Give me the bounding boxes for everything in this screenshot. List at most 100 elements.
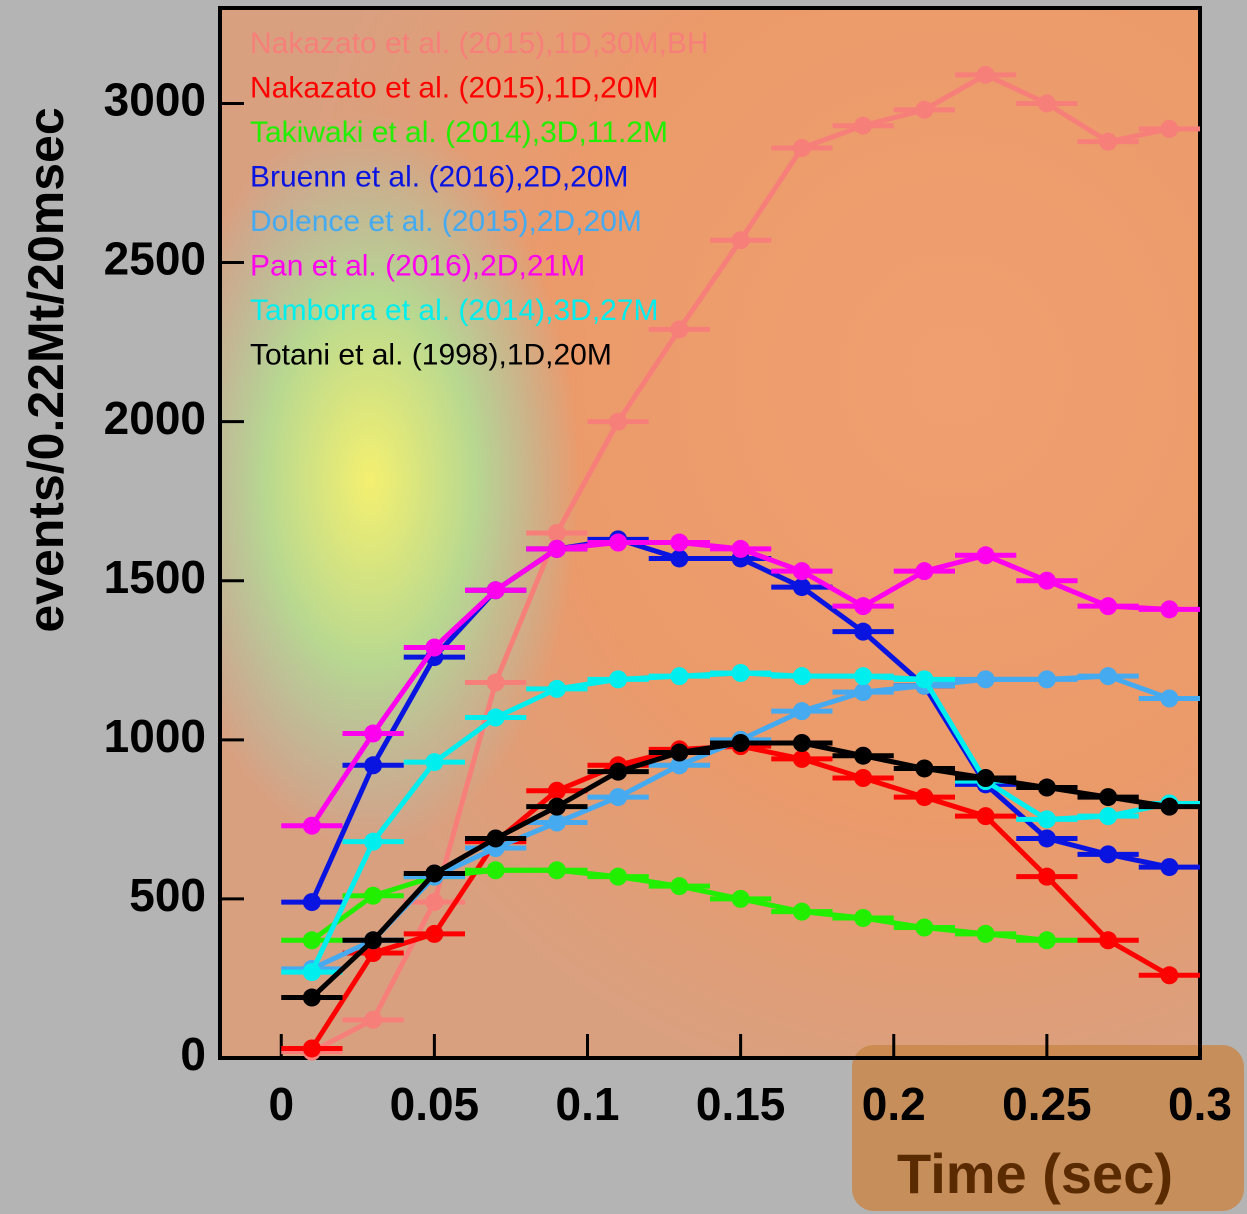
data-point — [854, 622, 873, 641]
data-point — [854, 769, 873, 787]
x-tick-label: 0.1 — [556, 1078, 620, 1130]
y-tick-label: 1500 — [104, 551, 206, 603]
data-point — [854, 597, 873, 616]
data-point — [1037, 810, 1056, 829]
data-point — [1099, 667, 1118, 686]
x-tick-label: 0.15 — [696, 1078, 786, 1130]
data-point — [792, 749, 811, 768]
data-point — [792, 902, 811, 921]
data-point — [1099, 807, 1118, 826]
data-point — [1037, 670, 1056, 689]
data-point — [547, 861, 566, 880]
data-point — [1099, 788, 1118, 807]
label-box — [852, 1045, 1244, 1211]
data-point — [1037, 94, 1056, 113]
data-point — [731, 734, 750, 752]
x-tick-label: 0.2 — [862, 1078, 926, 1130]
x-tick-label: 0.05 — [390, 1078, 480, 1130]
data-point — [976, 924, 995, 943]
y-tick-label: 2000 — [104, 392, 206, 444]
y-tick-label: 500 — [129, 869, 206, 921]
legend-entry: Nakazato et al. (2015),1D,30M,BH — [250, 27, 709, 60]
data-point — [547, 524, 566, 542]
y-axis-label: events/0.22Mt/20msec — [18, 107, 74, 632]
data-point — [425, 638, 444, 657]
data-point — [302, 988, 321, 1007]
data-point — [609, 867, 628, 886]
y-tick-label: 0 — [180, 1028, 206, 1080]
data-point — [364, 944, 383, 962]
data-point — [1037, 829, 1056, 848]
data-point — [976, 807, 995, 826]
data-point — [547, 539, 566, 558]
data-point — [425, 924, 444, 943]
data-point — [915, 100, 934, 119]
data-point — [364, 886, 383, 905]
data-point — [364, 756, 383, 775]
data-point — [854, 683, 873, 702]
data-point — [1160, 797, 1179, 816]
legend-entry: Dolence et al. (2015),2D,20M — [250, 205, 642, 238]
data-point — [486, 708, 505, 727]
data-point — [792, 139, 811, 157]
data-point — [486, 673, 505, 692]
data-point — [1099, 597, 1118, 616]
data-point — [425, 753, 444, 772]
legend-entry: Takiwaki et al. (2014),3D,11.2M — [250, 116, 668, 149]
data-point — [547, 781, 566, 800]
data-point — [915, 918, 934, 937]
data-point — [1160, 966, 1179, 985]
data-point — [915, 670, 934, 689]
data-point — [1037, 867, 1056, 886]
data-point — [302, 1039, 321, 1058]
data-point — [609, 412, 628, 431]
data-point — [609, 533, 628, 552]
data-point — [731, 889, 750, 908]
data-point — [364, 931, 383, 950]
data-point — [364, 1010, 383, 1029]
data-point — [976, 670, 995, 689]
x-axis-label: Time (sec) — [897, 1142, 1173, 1205]
data-point — [976, 65, 995, 84]
data-point — [792, 734, 811, 752]
data-point — [854, 746, 873, 765]
data-point — [302, 816, 321, 835]
data-point — [302, 931, 321, 950]
data-point — [547, 797, 566, 816]
data-point — [364, 724, 383, 743]
data-point — [609, 788, 628, 807]
data-point — [425, 893, 444, 912]
y-tick-label: 1000 — [104, 710, 206, 762]
data-point — [731, 664, 750, 682]
data-point — [854, 667, 873, 686]
data-point — [1160, 119, 1179, 138]
x-tick-label: 0.3 — [1168, 1078, 1232, 1130]
data-point — [609, 762, 628, 781]
legend-entry: Tamborra et al. (2014),3D,27M — [250, 294, 659, 327]
data-point — [1037, 931, 1056, 950]
legend-entry: Pan et al. (2016),2D,21M — [250, 249, 585, 282]
data-point — [915, 759, 934, 778]
x-tick-label: 0.25 — [1002, 1078, 1092, 1130]
data-point — [302, 893, 321, 912]
legend-entry: Totani et al. (1998),1D,20M — [250, 338, 612, 371]
data-point — [792, 702, 811, 721]
data-point — [976, 546, 995, 565]
data-point — [976, 769, 995, 787]
data-point — [731, 539, 750, 558]
data-point — [915, 788, 934, 807]
legend-entry: Bruenn et al. (2016),2D,20M — [250, 160, 629, 193]
data-point — [364, 832, 383, 851]
data-point — [1099, 845, 1118, 864]
data-point — [1099, 132, 1118, 151]
data-point — [1160, 858, 1179, 877]
data-point — [670, 320, 689, 339]
data-point — [670, 743, 689, 762]
x-tick-label: 0 — [268, 1078, 294, 1130]
legend-entry: Nakazato et al. (2015),1D,20M — [250, 71, 659, 104]
y-tick-label: 3000 — [104, 74, 206, 126]
data-point — [1160, 689, 1179, 708]
data-point — [1037, 778, 1056, 797]
